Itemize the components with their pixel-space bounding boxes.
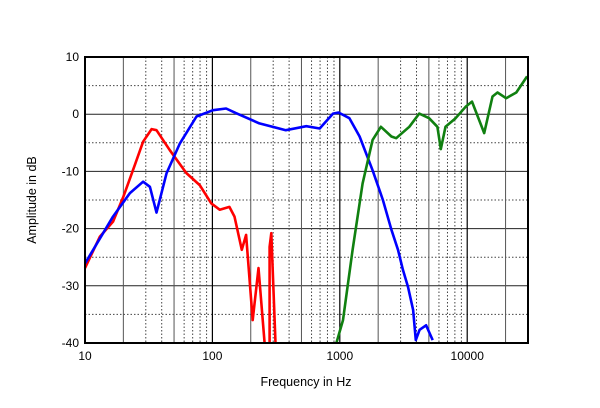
response-curve-1 xyxy=(268,231,277,344)
x-axis-label: Frequency in Hz xyxy=(260,375,351,389)
y-tick-label: 0 xyxy=(72,107,79,121)
x-tick-label: 10000 xyxy=(451,349,485,363)
y-axis-label: Amplitude in dB xyxy=(25,156,39,244)
x-tick-label: 100 xyxy=(202,349,222,363)
y-tick-label: -40 xyxy=(62,336,80,350)
x-tick-label: 10 xyxy=(78,349,92,363)
curves xyxy=(83,75,529,344)
y-tick-label: -30 xyxy=(62,279,80,293)
plot-frame xyxy=(84,56,529,344)
y-tick-label: 10 xyxy=(66,50,80,64)
response-curve-2 xyxy=(83,107,434,342)
x-tick-labels: 10 100 1000 10000 xyxy=(78,349,484,363)
response-curve-3 xyxy=(335,75,529,344)
y-tick-labels: 10 0 -10 -20 -30 -40 xyxy=(62,50,80,350)
y-tick-label: -20 xyxy=(62,222,80,236)
x-tick-label: 1000 xyxy=(326,349,353,363)
response-curve-0 xyxy=(83,127,266,344)
y-tick-label: -10 xyxy=(62,164,80,178)
grid xyxy=(85,57,528,343)
